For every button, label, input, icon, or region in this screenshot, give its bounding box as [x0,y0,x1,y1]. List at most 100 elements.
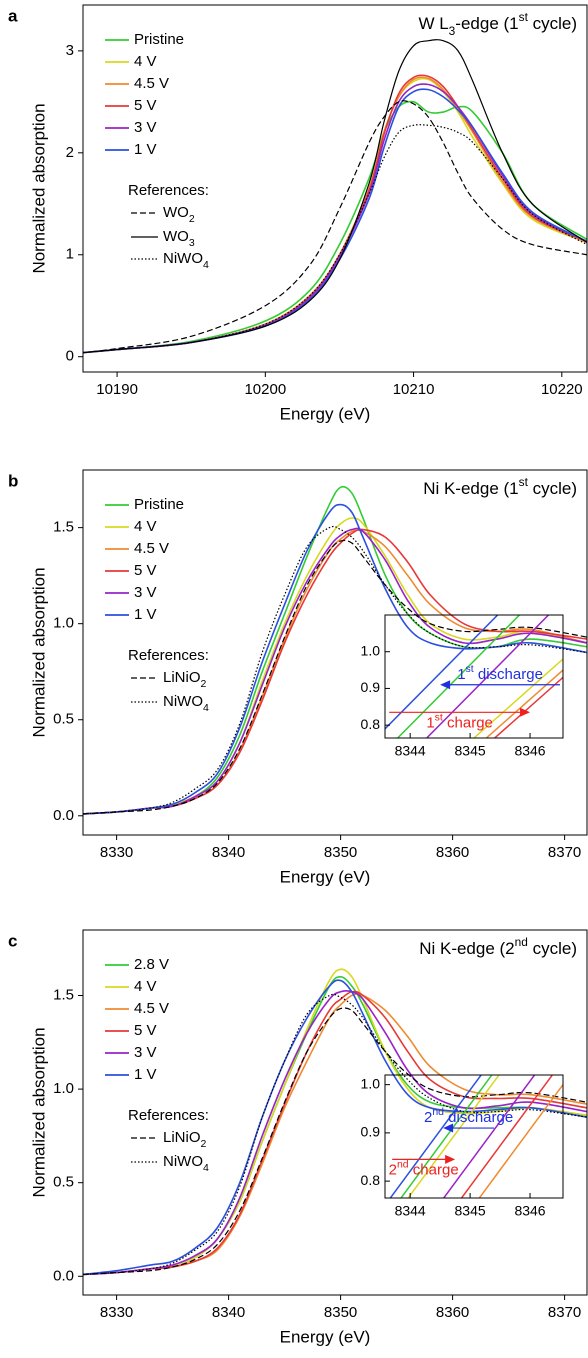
inset-x-tick-label: 8344 [395,1203,426,1219]
text-part: NiWO [163,1153,203,1170]
y-axis-label: Normalized absorption [29,1027,48,1197]
legend-label: 3 V [134,119,157,136]
inset-y-tick-label: 1.0 [361,1075,381,1091]
series-group [83,39,587,354]
x-tick-label: 10210 [393,381,435,398]
series-group [83,485,587,815]
x-tick-label: 8340 [212,844,245,861]
legend-label: 5 V [134,562,157,579]
x-tick-label: 10220 [541,381,583,398]
y-axis-label: Normalized absorption [29,567,48,737]
spectrum-line [83,503,587,815]
x-tick-label: 8370 [548,1304,581,1321]
inset-line [442,1075,536,1198]
text-part: nd [515,935,528,949]
arrow-head [440,680,451,690]
arrow-head [520,707,531,717]
inset-line [389,1075,483,1198]
text-part: 2 [201,678,207,690]
inset-line [407,1075,500,1198]
legend-header: References: [128,1107,209,1124]
legend-label: Pristine [134,496,184,513]
text-part: 4 [203,259,209,271]
x-tick-label: 8350 [324,1304,357,1321]
text-part: st [519,475,529,489]
text-part: NiWO [163,693,203,710]
text-part: 4 [203,702,209,714]
spectrum-line [83,525,587,815]
x-tick-label: 8330 [100,844,133,861]
chart-title: Ni K-edge (1st cycle) [423,475,577,498]
y-tick-label: 1.0 [53,615,74,632]
legend-label: 2.8 V [134,956,169,973]
inset-line [400,1075,493,1198]
text-part: 3 [449,24,456,38]
legend-label: WO3 [163,228,195,249]
text-part: 1 [457,666,465,683]
inset-frame [384,614,564,739]
legend-label: 4.5 V [134,75,169,92]
y-tick-label: 3 [66,42,74,59]
text-part: 2 [189,213,195,225]
annotation: 2nd discharge [424,1106,513,1126]
legend-label: 1 V [134,1066,157,1083]
x-tick-label: 10190 [96,381,138,398]
text-part: cycle) [528,14,577,33]
annotation: 1st discharge [457,663,543,683]
text-part: 2 [389,1161,397,1178]
legend-label: LiNiO2 [163,669,207,690]
text-part: st [435,711,443,723]
panel: b 8330 8340 8350 8360 8370 0.0 0.5 1.0 1.5 8344 834… [8,469,588,886]
x-tick-label: 8350 [324,844,357,861]
panel-letter: b [8,471,18,490]
inset-y-tick-label: 0.8 [361,1172,381,1188]
spectrum-line [83,990,587,1276]
text-part: cycle) [528,939,577,958]
y-tick-label: 1.5 [53,986,74,1003]
chart-title: W L3-edge (1st cycle) [418,10,577,38]
annotation: 1st charge [426,711,493,731]
y-tick-label: 0 [66,348,74,365]
spectrum-line [83,100,587,354]
inset-x-tick-label: 8345 [455,1203,486,1219]
legend-label: 3 V [134,584,157,601]
text-part: WO [163,228,189,245]
plot-frame [82,469,588,836]
panel: c 8330 8340 8350 8360 8370 0.0 0.5 1.0 1.5 8344 834… [8,929,588,1346]
y-tick-label: 0.0 [53,1267,74,1284]
inset-y-tick-label: 1.0 [361,642,381,658]
inset-line [425,615,550,738]
legend-label: NiWO4 [163,1153,209,1174]
spectrum-line [83,76,587,354]
spectrum-line [83,527,587,815]
spectrum-line [83,990,587,1276]
x-axis-label: Energy (eV) [280,404,371,423]
spectrum-line [83,88,587,354]
text-part: LiNiO [163,669,201,686]
inset-line [478,1084,563,1198]
legend-label: 5 V [134,1022,157,1039]
text-part: LiNiO [163,1129,201,1146]
y-tick-label: 1 [66,246,74,263]
spectrum-line [83,39,587,354]
y-tick-label: 1.5 [53,519,74,536]
x-tick-label: 8370 [548,844,581,861]
text-part: nd [432,1106,444,1118]
plot-frame [82,929,588,1296]
x-axis-label: Energy (eV) [280,867,371,886]
text-part: 3 [189,237,195,249]
y-tick-label: 0.5 [53,1174,74,1191]
text-part: WO [163,204,189,221]
inset-line [472,658,563,738]
arrow-head [443,1123,454,1133]
spectrum-line [83,77,587,354]
legend-label: 4 V [134,978,157,995]
inset-line [485,669,563,738]
legend-label: NiWO4 [163,693,209,714]
text-part: -edge (1 [455,14,518,33]
legend-label: 4.5 V [134,540,169,557]
inset-line [385,615,499,730]
inset-series [385,615,563,738]
